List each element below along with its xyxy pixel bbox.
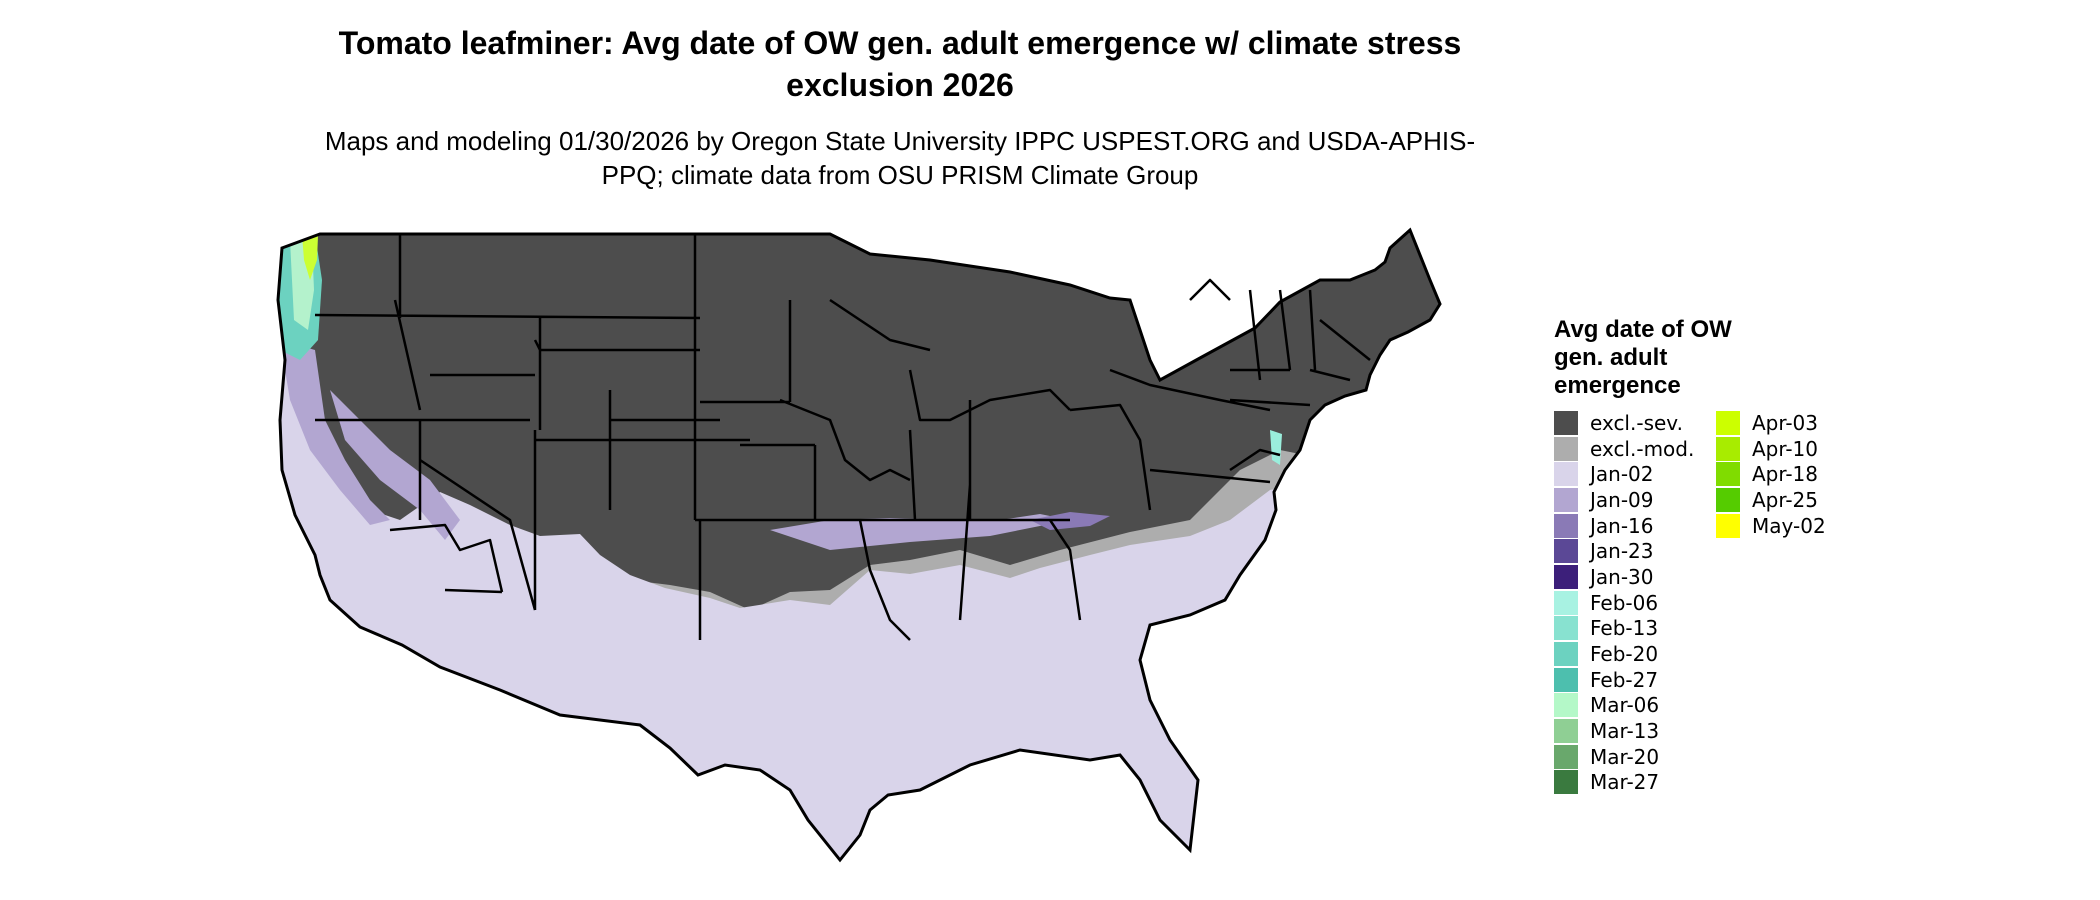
legend-swatch <box>1554 436 1578 461</box>
legend-item: excl.-mod. <box>1554 436 1694 462</box>
legend-swatch <box>1716 513 1740 538</box>
legend-swatch <box>1716 487 1740 512</box>
legend-label: Feb-20 <box>1590 642 1659 667</box>
legend-item: Feb-13 <box>1554 616 1694 642</box>
legend-label: Jan-02 <box>1590 462 1654 487</box>
legend-label: excl.-mod. <box>1590 436 1695 461</box>
legend-item: Apr-03 <box>1716 410 1826 436</box>
legend-item: Mar-06 <box>1554 693 1694 719</box>
legend-item: Mar-27 <box>1554 770 1694 796</box>
legend-swatch <box>1554 744 1578 769</box>
legend-swatch <box>1554 539 1578 564</box>
legend-label: Jan-23 <box>1590 539 1654 564</box>
map-title: Tomato leafminer: Avg date of OW gen. ad… <box>338 25 1462 103</box>
legend-item: Apr-25 <box>1716 487 1826 513</box>
legend-column-2: Apr-03 Apr-10 Apr-18 Apr-25 May-02 <box>1716 410 1826 538</box>
legend-swatch <box>1554 719 1578 744</box>
legend-label: Feb-06 <box>1590 590 1659 615</box>
legend-column-1: excl.-sev. excl.-mod. Jan-02 Jan-09 Jan-16 Ja… <box>1554 410 1694 795</box>
legend-item: excl.-sev. <box>1554 410 1694 436</box>
legend-swatch <box>1716 436 1740 461</box>
legend-swatch <box>1554 513 1578 538</box>
legend-item: Feb-27 <box>1554 667 1694 693</box>
legend-label: Apr-10 <box>1752 436 1818 461</box>
legend-label: May-02 <box>1752 513 1826 538</box>
legend-label: Jan-09 <box>1590 487 1654 512</box>
legend-label: Feb-13 <box>1590 616 1659 641</box>
pacific-northwest-yellow-band <box>302 234 318 280</box>
legend-item: Jan-23 <box>1554 538 1694 564</box>
legend-item: Feb-20 <box>1554 641 1694 667</box>
map-fill-layers <box>278 230 1440 860</box>
legend-label: Feb-27 <box>1590 667 1659 692</box>
legend-swatch <box>1554 616 1578 641</box>
mid-atlantic-band <box>1270 430 1282 465</box>
legend-item: Jan-09 <box>1554 487 1694 513</box>
legend-label: Jan-30 <box>1590 564 1654 589</box>
legend-swatch <box>1554 462 1578 487</box>
map-subtitle: Maps and modeling 01/30/2026 by Oregon S… <box>324 126 1476 190</box>
legend-label: Apr-25 <box>1752 487 1818 512</box>
legend-item: Apr-10 <box>1716 436 1826 462</box>
legend-label: Apr-18 <box>1752 462 1818 487</box>
legend-item: Jan-16 <box>1554 513 1694 539</box>
legend-swatch <box>1554 642 1578 667</box>
legend-swatch <box>1554 410 1578 435</box>
legend-label: excl.-sev. <box>1590 410 1683 435</box>
legend-swatch <box>1554 590 1578 615</box>
legend-label: Mar-20 <box>1590 744 1660 769</box>
jan09-sierra-band <box>330 390 460 540</box>
legend-item: May-02 <box>1716 513 1826 539</box>
legend-item: Jan-30 <box>1554 564 1694 590</box>
legend-label: Mar-27 <box>1590 770 1660 795</box>
legend-label: Apr-03 <box>1752 410 1818 435</box>
legend-swatch <box>1554 564 1578 589</box>
jan09-coastal-band <box>280 340 390 525</box>
legend-swatch <box>1716 462 1740 487</box>
legend-swatch <box>1554 487 1578 512</box>
legend-swatch <box>1554 667 1578 692</box>
legend-title: Avg date of OW gen. adult emergence <box>1554 316 1732 399</box>
jan09-south-band <box>770 514 1070 550</box>
legend-label: Jan-16 <box>1590 513 1654 538</box>
legend-item: Mar-13 <box>1554 718 1694 744</box>
legend-swatch <box>1554 693 1578 718</box>
us-emergence-map <box>276 228 1442 862</box>
legend-item: Feb-06 <box>1554 590 1694 616</box>
legend-label: Mar-13 <box>1590 719 1660 744</box>
legend-label: Mar-06 <box>1590 693 1660 718</box>
legend-item: Jan-02 <box>1554 461 1694 487</box>
legend-swatch <box>1716 410 1740 435</box>
state-borders <box>314 234 1371 641</box>
legend-swatch <box>1554 770 1578 795</box>
legend-item: Apr-18 <box>1716 461 1826 487</box>
legend-item: Mar-20 <box>1554 744 1694 770</box>
